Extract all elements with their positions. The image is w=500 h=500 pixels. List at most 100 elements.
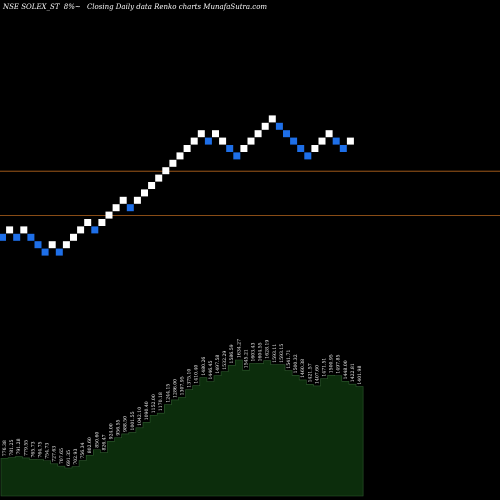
volume-label: 1497.85	[336, 355, 342, 374]
renko-brick-down	[233, 152, 241, 160]
volume-label: 1375.10	[187, 369, 193, 388]
volume-label: 765.73	[30, 441, 36, 457]
volume-label: 1401.98	[357, 366, 363, 385]
volume-label: 1480.26	[201, 357, 207, 376]
volume-label: 802.60	[87, 437, 93, 453]
volume-label: 1460.38	[300, 359, 306, 378]
renko-brick-down	[304, 152, 312, 160]
renko-brick-down	[339, 145, 347, 152]
volume-label: 779.55	[23, 440, 29, 456]
renko-brick-up	[183, 145, 191, 152]
renko-brick-up	[197, 130, 205, 138]
renko-brick-up	[311, 145, 319, 152]
renko-brick-down	[226, 145, 234, 152]
renko-brick-up	[141, 189, 148, 197]
renko-brick-down	[297, 145, 305, 152]
volume-label: 1634.27	[236, 339, 242, 358]
volume-label: 1090.40	[144, 401, 150, 420]
volume-label: 956.55	[116, 419, 122, 435]
volume-label: 1170.18	[158, 392, 164, 411]
renko-brick-up	[48, 241, 56, 249]
volume-label: 1001.55	[130, 411, 136, 430]
renko-brick-up	[62, 241, 70, 249]
volume-label: 826.47	[101, 434, 107, 450]
renko-brick-down	[290, 137, 298, 145]
renko-brick-up	[318, 137, 326, 145]
renko-brick-up	[325, 130, 333, 138]
renko-brick-down	[0, 233, 6, 241]
renko-brick-up	[98, 219, 106, 226]
volume-label: 1410.40	[194, 365, 200, 384]
renko-brick-up	[247, 137, 255, 145]
volume-label: 1448.00	[343, 360, 349, 379]
volume-label: 702.93	[73, 449, 79, 465]
volume-label: 1307.95	[180, 376, 186, 395]
volume-label: 850.60	[94, 432, 100, 448]
volume-label: 756.34	[80, 442, 86, 458]
volume-label: 1593.11	[272, 344, 278, 363]
volume-label: 776.38	[2, 440, 8, 456]
volume-label: 727.63	[52, 446, 58, 462]
volume-label: 1500.95	[329, 354, 335, 373]
renko-brick-down	[275, 122, 283, 130]
volume-label: 1286.00	[172, 379, 178, 398]
change-label: 8%~	[64, 3, 81, 11]
volume-label: 1545.21	[243, 349, 249, 368]
volume-label: 1471.51	[322, 358, 328, 377]
renko-brick-up	[112, 204, 120, 212]
renko-brick-up	[240, 145, 248, 152]
volume-label: 754.73	[45, 443, 51, 459]
volume-label: 1586.59	[229, 344, 235, 363]
volume-label: 1497.58	[215, 355, 221, 374]
volume-label: 691.35	[66, 450, 72, 466]
renko-brick-down	[283, 130, 290, 138]
renko-brick-up	[77, 226, 85, 234]
volume-label: 1407.60	[314, 365, 320, 384]
renko-brick-up	[119, 196, 127, 204]
volume-label: 924.00	[109, 423, 115, 439]
renko-brick-up	[190, 137, 198, 145]
reference-lines	[0, 170, 500, 217]
renko-brick-up	[155, 174, 163, 182]
chart-header: NSE SOLEX_ST 8%~ Closing Daily data Renk…	[2, 3, 267, 11]
volume-label: 1500.32	[293, 354, 299, 373]
volume-label: 1603.43	[251, 342, 257, 361]
renko-brick-up	[169, 159, 177, 167]
volume-label: 707.65	[59, 448, 65, 464]
renko-brick-down	[332, 137, 340, 145]
volume-label: 1244.15	[165, 384, 171, 403]
renko-brick-up	[162, 167, 170, 175]
renko-brick-up	[212, 130, 219, 138]
ticker-label: NSE SOLEX_ST	[2, 3, 61, 11]
renko-brick-down	[13, 233, 21, 241]
volume-label: 1042.10	[137, 407, 143, 426]
volume-area	[0, 359, 364, 497]
volume-label: 1421.57	[307, 363, 313, 382]
renko-brick-up	[6, 226, 14, 234]
renko-brick-down	[27, 233, 35, 241]
renko-brick-down	[91, 226, 99, 234]
volume-fill	[0, 359, 364, 497]
renko-brick-up	[261, 122, 269, 130]
renko-brick-down	[55, 248, 63, 256]
renko-brick-up	[176, 152, 184, 160]
volume-label: 1628.19	[265, 340, 271, 359]
volume-label: 781.25	[9, 440, 15, 456]
renko-brick-down	[126, 204, 134, 212]
renko-brick-up	[70, 233, 77, 241]
renko-brick-up	[105, 211, 113, 219]
renko-brick-up	[254, 130, 262, 138]
volume-labels: 776.38 781.25 791.28 779.55 765.73 764.75 754.…	[2, 339, 363, 466]
renko-brick-down	[204, 137, 212, 145]
volume-label: 1446.45	[208, 360, 214, 379]
renko-brick-up	[133, 196, 141, 204]
volume-label: 1422.81	[350, 363, 356, 382]
renko-brick-up	[219, 137, 227, 145]
renko-brick-up	[268, 115, 276, 123]
volume-label: 988.50	[123, 416, 129, 432]
renko-brick-down	[41, 248, 49, 256]
volume-label: 791.28	[16, 438, 22, 454]
renko-brick-up	[148, 182, 156, 189]
volume-label: 1593.15	[279, 344, 285, 363]
